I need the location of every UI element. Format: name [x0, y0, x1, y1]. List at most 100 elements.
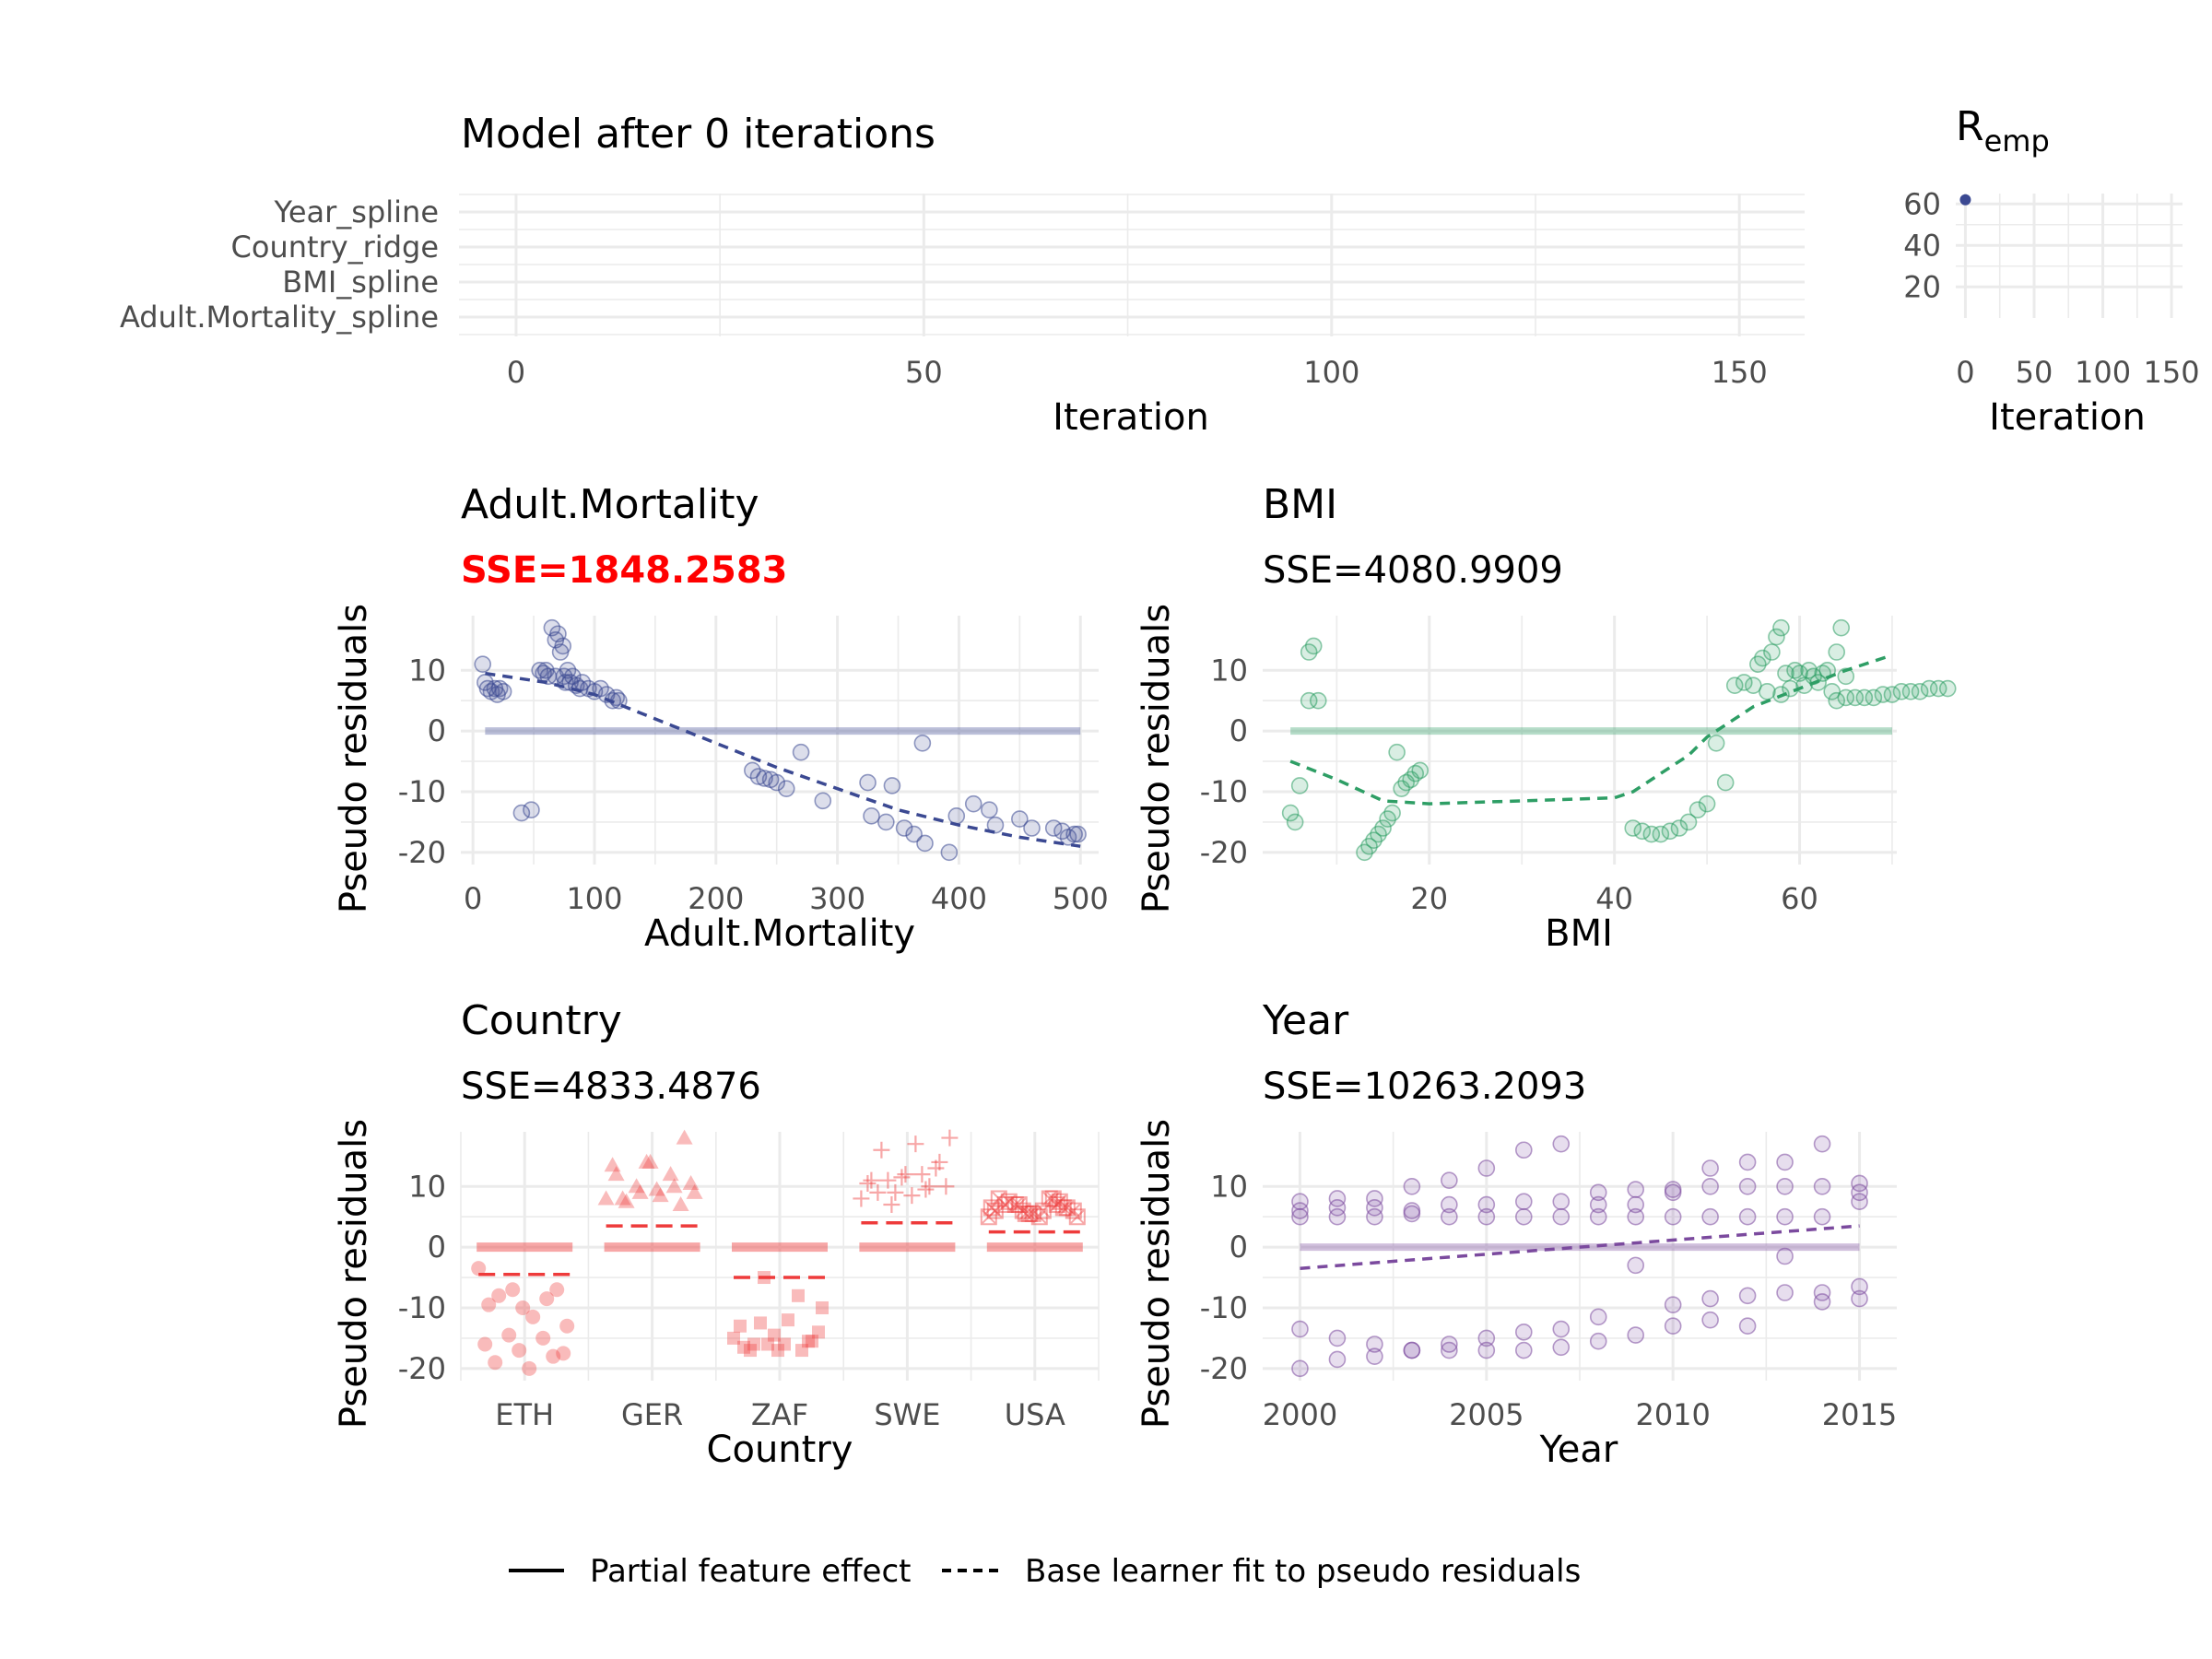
data-point	[1589, 1308, 1607, 1326]
data-point	[535, 1330, 551, 1346]
data-point	[1664, 1317, 1682, 1335]
data-point	[907, 1135, 924, 1153]
data-point	[1366, 1207, 1383, 1226]
data-point	[1698, 794, 1716, 813]
data-point	[494, 683, 512, 700]
data-point	[877, 813, 895, 831]
data-point	[747, 1337, 760, 1351]
data-point	[1735, 674, 1753, 691]
data-point	[1828, 691, 1846, 710]
data-point	[927, 1159, 945, 1177]
data-point	[917, 1181, 935, 1198]
data-point	[816, 1300, 829, 1314]
data-point	[662, 1166, 679, 1182]
legend-solid-label: Partial feature effect	[590, 1553, 912, 1590]
data-point	[859, 773, 877, 792]
data-point	[1290, 777, 1309, 794]
data-point	[1738, 1317, 1757, 1335]
data-point	[1065, 1202, 1082, 1219]
data-point	[1300, 691, 1318, 710]
data-point	[1832, 618, 1851, 637]
data-point	[556, 1346, 571, 1361]
data-point	[1846, 688, 1865, 707]
plot-areas: 0 50 100 150Year_splineCountry_ridgeBMI_spl…	[120, 186, 2200, 1432]
data-point	[1883, 686, 1901, 703]
data-point	[1017, 1205, 1034, 1222]
data-point	[1552, 1207, 1571, 1226]
panel-title-country: Country	[461, 997, 622, 1044]
data-point	[1828, 643, 1846, 661]
data-point	[477, 1336, 493, 1352]
data-point	[1441, 1341, 1458, 1359]
data-point	[1627, 1256, 1645, 1275]
data-point	[1291, 1320, 1309, 1338]
data-point	[1851, 1289, 1868, 1308]
data-point	[737, 1340, 750, 1354]
data-point	[1477, 1341, 1496, 1359]
legend: Partial feature effect Base learner fit …	[509, 1553, 1581, 1590]
data-point	[1552, 1135, 1571, 1153]
data-point	[806, 1335, 818, 1348]
y-tick-label: -20	[398, 1351, 446, 1386]
data-point	[754, 1316, 767, 1330]
base-learner-fit-line	[1300, 1224, 1860, 1270]
data-point	[607, 1166, 625, 1182]
data-point	[1589, 1207, 1607, 1226]
x-label-bmi: BMI	[1545, 912, 1613, 955]
data-point	[897, 1166, 914, 1183]
data-point	[631, 1183, 649, 1199]
panel-adult-mortality-labels: Adult.Mortality SSE=1848.2583 Adult.Mort…	[333, 481, 915, 955]
data-point	[893, 1169, 911, 1186]
data-point	[883, 1196, 900, 1214]
data-point	[1058, 1199, 1076, 1217]
data-point	[1813, 1135, 1831, 1153]
x-tick-label: 400	[931, 881, 987, 916]
risk-title-main: R	[1956, 103, 1984, 150]
data-point	[758, 1271, 771, 1285]
x-tick-label: 100	[2075, 355, 2131, 390]
x-tick-label: 60	[1781, 881, 1818, 916]
data-point	[1010, 1196, 1028, 1214]
data-point	[1865, 688, 1883, 707]
y-tick-label: 0	[1230, 1230, 1248, 1265]
data-point	[1627, 1195, 1645, 1214]
data-point	[1661, 822, 1679, 841]
data-point	[1701, 1177, 1719, 1195]
x-tick-label: GER	[621, 1397, 683, 1432]
data-point	[614, 1190, 631, 1206]
data-point	[778, 1337, 791, 1351]
data-point	[1054, 1199, 1072, 1217]
data-point	[1403, 1341, 1421, 1359]
data-point	[1763, 643, 1781, 661]
data-point	[980, 1208, 997, 1226]
data-point	[1383, 804, 1401, 822]
data-point	[1477, 1195, 1496, 1214]
data-point	[1514, 1193, 1533, 1211]
data-point	[1366, 1347, 1383, 1365]
base-learner-fit-line	[485, 671, 1081, 848]
data-point	[996, 1196, 1014, 1214]
data-point	[1707, 734, 1725, 752]
data-point	[1552, 1338, 1571, 1357]
progress-plot: 0 50 100 150 Year_splineCountry_ridgeBMI_spl…	[120, 194, 1805, 390]
data-point	[771, 1344, 784, 1358]
y-tick-label: 0	[428, 713, 446, 748]
x-label-year: Year	[1539, 1429, 1618, 1471]
data-point	[1725, 677, 1744, 695]
data-point	[676, 1129, 693, 1145]
x-tick-label: 200	[688, 881, 744, 916]
data-point	[802, 1335, 815, 1348]
data-point	[1291, 1359, 1309, 1378]
x-label-country: Country	[707, 1429, 853, 1471]
data-point	[1664, 1183, 1682, 1202]
y-tick-label: 10	[408, 1169, 446, 1204]
data-point	[1291, 1202, 1309, 1219]
data-point	[1664, 1207, 1682, 1226]
data-point	[1624, 819, 1642, 837]
data-point	[940, 843, 959, 862]
data-point	[744, 761, 761, 780]
model-progress-panel: Model after 0 iterations Iteration	[461, 111, 1209, 439]
sse-label-country: SSE=4833.4876	[461, 1065, 761, 1108]
data-point	[1851, 1193, 1868, 1211]
data-point	[638, 1153, 655, 1169]
